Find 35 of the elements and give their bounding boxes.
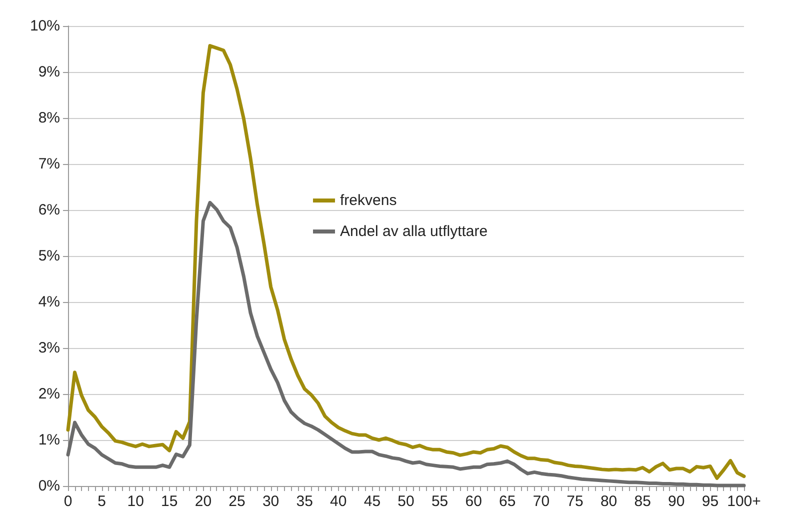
y-tick-label: 6% (38, 202, 60, 218)
legend-label: Andel av alla utflyttare (340, 223, 488, 240)
y-tick-label: 4% (38, 294, 60, 310)
x-tick-label: 0 (64, 493, 72, 510)
x-tick-label: 100+ (727, 493, 762, 510)
x-tick-label: 35 (296, 493, 313, 510)
y-tick-label: 9% (38, 64, 60, 80)
y-tick-label: 2% (38, 386, 60, 402)
x-tick-label: 85 (634, 493, 651, 510)
x-tick-label: 55 (431, 493, 448, 510)
x-tick-label: 30 (262, 493, 280, 510)
y-tick-label: 0% (38, 478, 60, 494)
x-tick-label: 45 (364, 493, 381, 510)
y-tick-label: 3% (38, 340, 60, 356)
y-tick-label: 5% (38, 248, 60, 264)
x-tick-label: 65 (499, 493, 516, 510)
y-tick-label: 10% (30, 18, 60, 34)
y-tick-label: 7% (38, 156, 60, 172)
x-tick-label: 95 (702, 493, 719, 510)
x-tick-label: 60 (465, 493, 482, 510)
x-tick-label: 25 (228, 493, 246, 510)
x-tick-label: 75 (566, 493, 584, 510)
line-series (66, 44, 746, 480)
x-tick-label: 20 (194, 493, 212, 510)
x-tick-label: 10 (127, 493, 144, 510)
legend-label: frekvens (340, 192, 397, 209)
x-tick-label: 5 (98, 493, 106, 510)
y-tick-label: 1% (38, 432, 60, 448)
x-tick-label: 80 (600, 493, 618, 510)
y-tick-label: 8% (38, 110, 60, 126)
x-tick-label: 50 (398, 493, 414, 510)
x-tick-label: 40 (330, 493, 347, 510)
x-tick-label: 15 (161, 493, 178, 510)
x-tick-label: 70 (532, 493, 550, 510)
x-tick-label: 90 (668, 493, 685, 510)
